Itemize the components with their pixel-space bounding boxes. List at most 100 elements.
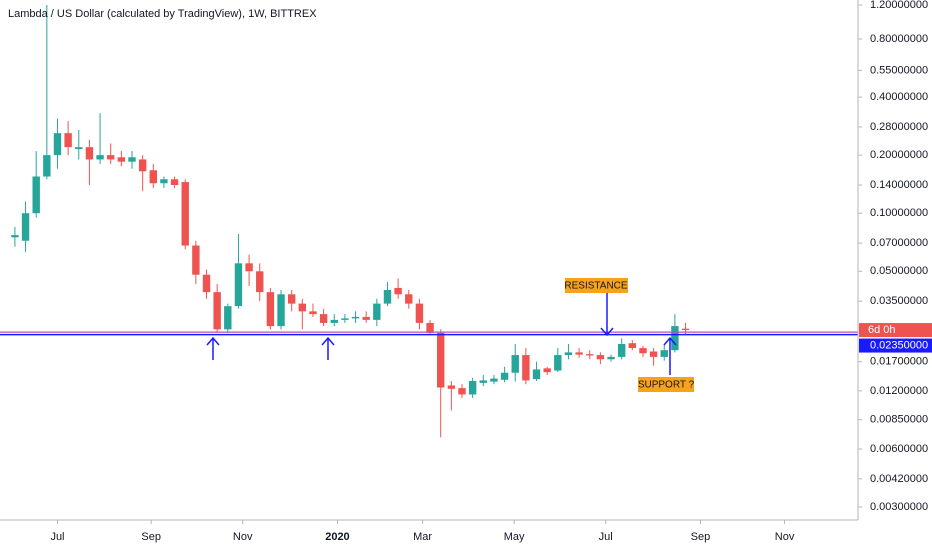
candle-body: [53, 133, 62, 156]
x-tick-label: 2020: [325, 531, 349, 543]
candle-body: [43, 155, 51, 177]
candle-body: [468, 381, 477, 395]
y-tick-label: 0.55000000: [870, 64, 928, 76]
plot: [0, 5, 858, 438]
candle-body: [447, 385, 456, 389]
y-tick-label: 0.03500000: [870, 295, 928, 307]
candle-body: [319, 314, 328, 323]
y-tick-label: 0.00850000: [870, 414, 928, 426]
candle-body: [32, 176, 40, 214]
candle-body: [490, 378, 498, 382]
x-tick-label: Sep: [691, 531, 711, 543]
candle-body: [213, 292, 221, 330]
candle-body: [681, 328, 690, 331]
x-tick-label: May: [504, 531, 525, 543]
candle-body: [181, 182, 189, 246]
candle-body: [138, 159, 147, 172]
y-tick-label: 0.20000000: [870, 149, 928, 161]
candle-body: [117, 157, 126, 162]
candle-body: [426, 322, 434, 333]
candle-body: [277, 294, 285, 327]
candle-body: [458, 388, 466, 395]
candle-body: [245, 263, 253, 272]
last-price-box: [859, 323, 932, 338]
y-tick-label: 0.14000000: [870, 179, 928, 191]
y-tick-label: 0.07000000: [870, 237, 928, 249]
y-tick-label: 0.28000000: [870, 121, 928, 133]
candle-body: [649, 351, 658, 357]
arrow-down: [600, 293, 614, 337]
candle-body: [564, 352, 573, 356]
annotation: SUPPORT ?: [638, 380, 695, 391]
y-tick-label: 1.20000000: [870, 0, 928, 11]
candle-body: [575, 352, 583, 355]
candle-body: [149, 170, 157, 184]
candle-body: [554, 355, 562, 371]
candle-body: [192, 245, 200, 275]
x-tick-label: Nov: [233, 531, 253, 543]
candle-body: [596, 355, 605, 360]
y-tick-label: 0.00600000: [870, 443, 928, 455]
candle-body: [511, 355, 519, 373]
candle-body: [64, 133, 72, 148]
countdown: 6d 0h: [868, 324, 896, 336]
candle-body: [96, 155, 104, 160]
annotation-box: [565, 278, 628, 293]
candle-body: [362, 316, 370, 320]
candle-body: [21, 213, 30, 241]
candle-body: [256, 271, 264, 293]
candle-body: [543, 368, 551, 373]
candle-body: [607, 356, 615, 360]
candle-body: [532, 369, 541, 380]
candle-body: [202, 274, 211, 293]
candle-body: [234, 263, 243, 307]
candle-body: [330, 319, 338, 323]
annotation-box: [638, 377, 694, 392]
candle-body: [671, 326, 679, 351]
arrow-up: [206, 336, 220, 360]
candle-body: [394, 287, 402, 295]
y-tick-label: 0.80000000: [870, 33, 928, 45]
y-tick-label: 0.01700000: [870, 356, 928, 368]
x-tick-label: Sep: [141, 531, 161, 543]
candle-body: [128, 157, 136, 162]
candle-body: [266, 292, 275, 327]
level-label: 0.02350000: [870, 339, 928, 351]
candle-body: [107, 155, 115, 160]
candle-body: [639, 348, 647, 354]
x-tick-label: Nov: [775, 531, 795, 543]
level-label-box: [859, 338, 932, 353]
candle-body: [383, 289, 392, 304]
candle-body: [373, 303, 381, 320]
candle-body: [415, 303, 424, 323]
arrow-up: [321, 336, 335, 360]
candle-body: [287, 294, 296, 304]
annotation: RESISTANCE: [564, 281, 627, 292]
candle-body: [298, 303, 307, 312]
chart-title: Lambda / US Dollar (calculated by Tradin…: [8, 8, 317, 20]
candle-body: [341, 318, 349, 320]
y-tick-label: 0.00300000: [870, 501, 928, 513]
y-tick-label: 0.40000000: [870, 91, 928, 103]
candle-body: [170, 179, 179, 186]
arrows: [206, 293, 677, 375]
candle-body: [628, 343, 637, 349]
candle-body: [75, 147, 83, 150]
candle-body: [586, 354, 594, 356]
candle-body: [617, 343, 626, 357]
candle-body: [437, 332, 445, 388]
candle-body: [309, 311, 317, 315]
candle-body: [224, 306, 232, 330]
arrow-up: [663, 336, 677, 375]
x-tick-label: Jul: [599, 531, 613, 543]
candle-body: [11, 235, 19, 238]
x-tick-label: Mar: [413, 531, 432, 543]
candle-body: [351, 316, 360, 319]
candle-body: [479, 380, 487, 383]
x-tick-label: Jul: [50, 531, 64, 543]
y-tick-label: 0.01200000: [870, 385, 928, 397]
candle-body: [660, 350, 668, 357]
candle-body: [160, 179, 168, 184]
